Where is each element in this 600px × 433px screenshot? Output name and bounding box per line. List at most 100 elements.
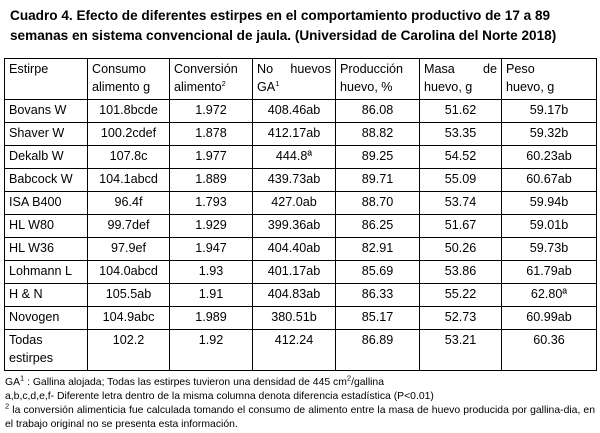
cell-peso: 60.67ab xyxy=(501,168,597,192)
cell-produccion: 86.33 xyxy=(335,283,420,307)
table-row: Dekalb W 107.8c 1.977 444.8ª 89.25 54.52… xyxy=(4,145,597,169)
cell-huevos: 408.46ab xyxy=(252,99,336,123)
cell-consumo-total: 102.2 xyxy=(87,329,170,371)
cell-masa: 55.09 xyxy=(419,168,502,192)
cell-masa: 51.67 xyxy=(419,214,502,238)
cell-conversion: 1.989 xyxy=(169,306,253,330)
cell-peso: 62.80ª xyxy=(501,283,597,307)
table-row: HL W80 99.7def 1.929 399.36ab 86.25 51.6… xyxy=(4,214,597,238)
cell-peso-total: 60.36 xyxy=(501,329,597,371)
footnote-ga: GA1 : Gallina alojada; Todas las estirpe… xyxy=(5,373,384,388)
cell-consumo: 96.4f xyxy=(87,191,170,215)
header-consumo: Consumo alimento g xyxy=(87,58,170,100)
table-row: Lohmann L 104.0abcd 1.93 401.17ab 85.69 … xyxy=(4,260,597,284)
table-row: Shaver W 100.2cdef 1.878 412.17ab 88.82 … xyxy=(4,122,597,146)
cell-huevos: 427.0ab xyxy=(252,191,336,215)
cell-produccion: 89.71 xyxy=(335,168,420,192)
header-conversion: Conversión alimento2 xyxy=(169,58,253,100)
cell-estirpe: HL W36 xyxy=(4,237,88,261)
header-row: Estirpe Consumo alimento g Conversión al… xyxy=(4,58,597,100)
cell-peso: 60.99ab xyxy=(501,306,597,330)
footnote-letters: a,b,c,d,e,f- Diferente letra dentro de l… xyxy=(5,391,434,402)
cell-conversion: 1.93 xyxy=(169,260,253,284)
cell-consumo: 104.1abcd xyxy=(87,168,170,192)
cell-estirpe: Shaver W xyxy=(4,122,88,146)
table-caption: Cuadro 4. Efecto de diferentes estirpes … xyxy=(10,6,590,46)
table-row: H & N 105.5ab 1.91 404.83ab 86.33 55.22 … xyxy=(4,283,597,307)
cell-produccion: 82.91 xyxy=(335,237,420,261)
cell-masa: 51.62 xyxy=(419,99,502,123)
cell-peso: 59.73b xyxy=(501,237,597,261)
cell-huevos: 399.36ab xyxy=(252,214,336,238)
cell-produccion: 85.17 xyxy=(335,306,420,330)
cell-peso: 61.79ab xyxy=(501,260,597,284)
caption-line-1: Cuadro 4. Efecto de diferentes estirpes … xyxy=(10,8,551,23)
cell-huevos: 401.17ab xyxy=(252,260,336,284)
cell-conversion: 1.889 xyxy=(169,168,253,192)
header-huevos: No huevos GA1 xyxy=(252,58,336,100)
total-row: Todas estirpes 102.2 1.92 412.24 86.89 5… xyxy=(4,329,597,371)
results-table: Estirpe Consumo alimento g Conversión al… xyxy=(4,58,597,371)
table-row: ISA B400 96.4f 1.793 427.0ab 88.70 53.74… xyxy=(4,191,597,215)
table-row: HL W36 97.9ef 1.947 404.40ab 82.91 50.26… xyxy=(4,237,597,261)
cell-masa: 53.35 xyxy=(419,122,502,146)
cell-peso: 59.32b xyxy=(501,122,597,146)
cell-huevos: 380.51b xyxy=(252,306,336,330)
cell-huevos: 412.17ab xyxy=(252,122,336,146)
cell-huevos: 439.73ab xyxy=(252,168,336,192)
caption-line-2: semanas en sistema convencional de jaula… xyxy=(10,28,557,43)
cell-huevos-total: 412.24 xyxy=(252,329,336,371)
cell-peso: 59.94b xyxy=(501,191,597,215)
cell-conversion: 1.947 xyxy=(169,237,253,261)
cell-consumo: 101.8bcde xyxy=(87,99,170,123)
cell-conversion-total: 1.92 xyxy=(169,329,253,371)
cell-consumo: 104.0abcd xyxy=(87,260,170,284)
cell-conversion: 1.977 xyxy=(169,145,253,169)
cell-estirpe-total: Todas estirpes xyxy=(4,329,88,371)
cell-consumo: 100.2cdef xyxy=(87,122,170,146)
cell-conversion: 1.878 xyxy=(169,122,253,146)
cell-consumo: 107.8c xyxy=(87,145,170,169)
cell-estirpe: ISA B400 xyxy=(4,191,88,215)
cell-masa: 53.86 xyxy=(419,260,502,284)
cell-consumo: 104.9abc xyxy=(87,306,170,330)
cell-conversion: 1.929 xyxy=(169,214,253,238)
cell-estirpe: Dekalb W xyxy=(4,145,88,169)
cell-masa: 50.26 xyxy=(419,237,502,261)
cell-conversion: 1.972 xyxy=(169,99,253,123)
cell-masa: 53.74 xyxy=(419,191,502,215)
table-row: Bovans W 101.8bcde 1.972 408.46ab 86.08 … xyxy=(4,99,597,123)
cell-masa: 54.52 xyxy=(419,145,502,169)
cell-produccion: 86.08 xyxy=(335,99,420,123)
cell-conversion: 1.793 xyxy=(169,191,253,215)
cell-consumo: 99.7def xyxy=(87,214,170,238)
cell-consumo: 105.5ab xyxy=(87,283,170,307)
cell-peso: 60.23ab xyxy=(501,145,597,169)
cell-estirpe: Bovans W xyxy=(4,99,88,123)
cell-masa-total: 53.21 xyxy=(419,329,502,371)
cell-huevos: 404.40ab xyxy=(252,237,336,261)
table-row: Novogen 104.9abc 1.989 380.51b 85.17 52.… xyxy=(4,306,597,330)
cell-produccion: 88.82 xyxy=(335,122,420,146)
cell-produccion: 89.25 xyxy=(335,145,420,169)
cell-conversion: 1.91 xyxy=(169,283,253,307)
cell-produccion: 85.69 xyxy=(335,260,420,284)
header-peso: Peso huevo, g xyxy=(501,58,597,100)
header-produccion: Producción huevo, % xyxy=(335,58,420,100)
cell-consumo: 97.9ef xyxy=(87,237,170,261)
cell-estirpe: HL W80 xyxy=(4,214,88,238)
cell-produccion-total: 86.89 xyxy=(335,329,420,371)
cell-masa: 55.22 xyxy=(419,283,502,307)
cell-masa: 52.73 xyxy=(419,306,502,330)
cell-estirpe: Novogen xyxy=(4,306,88,330)
header-masa: Masa de huevo, g xyxy=(419,58,502,100)
cell-estirpe: H & N xyxy=(4,283,88,307)
cell-produccion: 86.25 xyxy=(335,214,420,238)
cell-peso: 59.01b xyxy=(501,214,597,238)
footnote-conversion: 2 la conversión alimenticia fue calculad… xyxy=(5,401,595,430)
cell-huevos: 404.83ab xyxy=(252,283,336,307)
cell-estirpe: Lohmann L xyxy=(4,260,88,284)
cell-produccion: 88.70 xyxy=(335,191,420,215)
cell-estirpe: Babcock W xyxy=(4,168,88,192)
cell-peso: 59.17b xyxy=(501,99,597,123)
